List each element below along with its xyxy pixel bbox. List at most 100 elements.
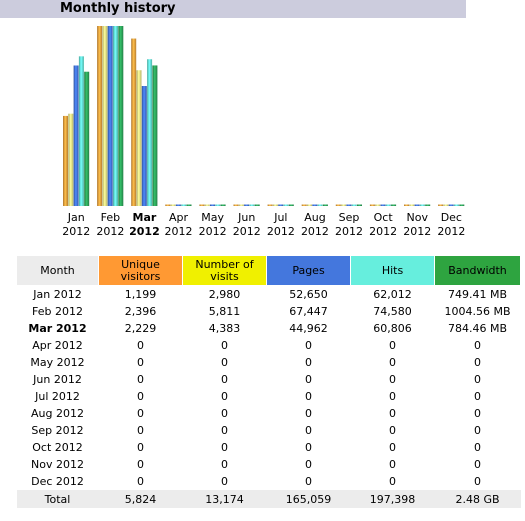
total-cell: 197,398 (350, 490, 435, 508)
value-cell: 0 (137, 339, 144, 352)
x-tick-month-sep: Sep (339, 211, 360, 224)
month-cell: Dec 2012 (31, 475, 84, 488)
bar-sep-3 (351, 204, 357, 206)
total-cell: 2.48 GB (434, 490, 521, 508)
value-cell: 0 (474, 390, 481, 403)
value-cell: 0 (305, 407, 312, 420)
x-tick-month-may: May (201, 211, 224, 224)
monthly-stats-table: Month Unique visitors Number of visits Page… (16, 255, 521, 508)
table-row: Oct 2012 0 0 0 0 0 (17, 439, 521, 456)
bar-jan-3 (78, 56, 84, 206)
value-cell: 4,383 (208, 322, 241, 335)
value-cell: 0 (474, 407, 481, 420)
table-row: Apr 2012 0 0 0 0 0 (17, 337, 521, 354)
value-cell: 0 (474, 356, 481, 369)
section-header: Monthly history (0, 0, 466, 19)
bar-jan-1 (68, 113, 74, 206)
header-unique-visitors: Unique visitors (98, 255, 183, 286)
x-tick-year-jun: 2012 (233, 225, 261, 238)
value-cell: 0 (137, 458, 144, 471)
total-cell: 165,059 (266, 490, 351, 508)
value-cell: 0 (221, 475, 228, 488)
x-tick-year-aug: 2012 (301, 225, 329, 238)
value-cell: 0 (305, 373, 312, 386)
value-cell: 0 (137, 424, 144, 437)
table-row: May 2012 0 0 0 0 0 (17, 354, 521, 371)
header-pages: Pages (266, 255, 351, 286)
bar-oct-4 (391, 204, 397, 206)
bar-nov-3 (419, 204, 425, 206)
bar-jun-1 (238, 204, 244, 206)
x-tick-year-nov: 2012 (403, 225, 431, 238)
bar-may-1 (204, 204, 210, 206)
value-cell: 2,229 (124, 322, 157, 335)
total-row: Total 5,824 13,174 165,059 197,398 2.48 GB (16, 490, 521, 508)
x-tick-month-apr: Apr (169, 211, 189, 224)
x-tick-year-may: 2012 (199, 225, 227, 238)
value-cell: 1,199 (124, 288, 157, 301)
value-cell: 2,396 (124, 305, 157, 318)
section-title: Monthly history (60, 1, 176, 16)
x-tick-year-jul: 2012 (267, 225, 295, 238)
monthly-history-chart: Jan2012Feb2012Mar2012Apr2012May2012Jun20… (62, 26, 465, 238)
value-cell: 0 (221, 356, 228, 369)
bar-dec-4 (459, 204, 465, 206)
value-cell: 0 (389, 339, 396, 352)
bar-oct-1 (375, 204, 381, 206)
bar-jul-1 (272, 204, 278, 206)
value-cell: 0 (389, 407, 396, 420)
value-cell: 0 (389, 390, 396, 403)
value-cell: 0 (221, 390, 228, 403)
bar-apr-0 (165, 204, 171, 206)
total-label: Total (16, 490, 99, 508)
value-cell: 0 (389, 356, 396, 369)
value-cell: 0 (305, 441, 312, 454)
bar-apr-2 (175, 204, 181, 206)
x-tick-year-oct: 2012 (369, 225, 397, 238)
value-cell: 0 (389, 424, 396, 437)
month-cell: Jul 2012 (35, 390, 80, 403)
bar-aug-0 (301, 204, 307, 206)
month-cell: Apr 2012 (32, 339, 83, 352)
value-cell: 44,962 (289, 322, 328, 335)
bar-jan-2 (73, 65, 79, 206)
bar-nov-4 (425, 204, 431, 206)
bar-nov-0 (404, 204, 409, 206)
bar-jan-4 (84, 71, 90, 206)
bar-sep-2 (346, 204, 352, 206)
value-cell: 62,012 (373, 288, 412, 301)
month-cell: Feb 2012 (32, 305, 83, 318)
x-tick-month-jul: Jul (273, 211, 287, 224)
table-header-row: Month Unique visitors Number of visits Page… (16, 255, 521, 286)
bar-aug-2 (312, 204, 318, 206)
table-row: Aug 2012 0 0 0 0 0 (17, 405, 521, 422)
bar-mar-2 (141, 86, 147, 206)
x-tick-year-sep: 2012 (335, 225, 363, 238)
x-tick-year-apr: 2012 (165, 225, 193, 238)
month-cell: Sep 2012 (31, 424, 84, 437)
value-cell: 0 (137, 441, 144, 454)
header-hits: Hits (350, 255, 435, 286)
value-cell: 0 (137, 390, 144, 403)
bar-jul-3 (283, 204, 289, 206)
total-cell: 5,824 (98, 490, 183, 508)
value-cell: 0 (474, 339, 481, 352)
value-cell: 0 (474, 441, 481, 454)
value-cell: 0 (474, 424, 481, 437)
bar-oct-2 (380, 204, 386, 206)
table-row: Jun 2012 0 0 0 0 0 (17, 371, 521, 388)
bar-jun-0 (233, 204, 239, 206)
month-cell: Jan 2012 (33, 288, 82, 301)
bar-nov-1 (409, 204, 415, 206)
value-cell: 0 (474, 475, 481, 488)
value-cell: 74,580 (373, 305, 412, 318)
value-cell: 1004.56 MB (444, 305, 511, 318)
x-tick-month-jun: Jun (237, 211, 255, 224)
table-row: Nov 2012 0 0 0 0 0 (17, 456, 521, 473)
value-cell: 2,980 (208, 288, 241, 301)
value-cell: 0 (305, 458, 312, 471)
bar-may-4 (220, 204, 226, 206)
value-cell: 52,650 (289, 288, 328, 301)
header-spacer (466, 0, 525, 18)
x-tick-month-jan: Jan (67, 211, 85, 224)
